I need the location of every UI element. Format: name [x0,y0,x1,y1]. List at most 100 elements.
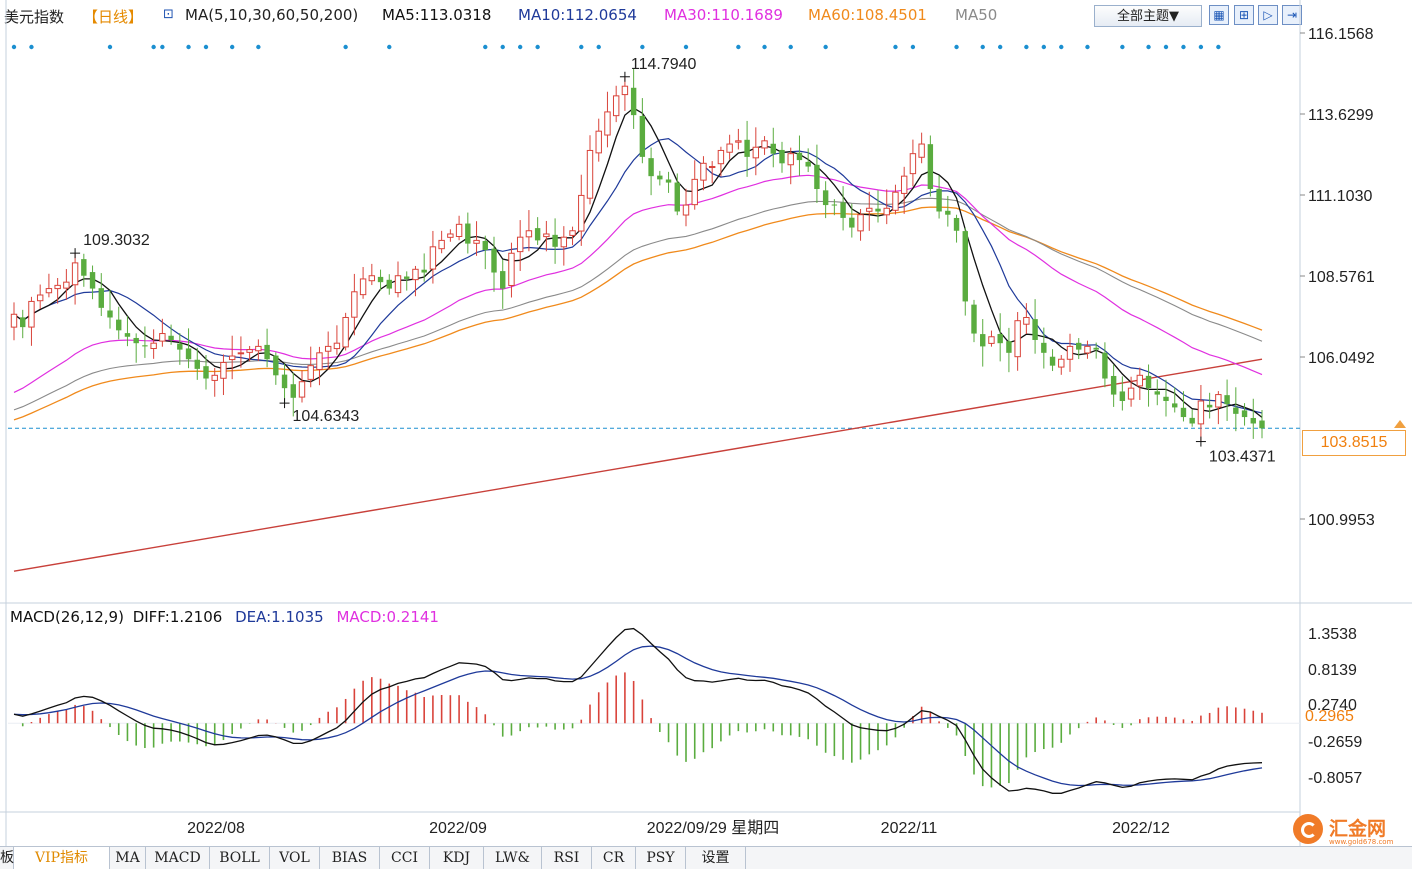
candle-up [45,288,53,294]
candle-down [796,152,803,161]
candle-up [560,236,568,248]
signal-dot [640,44,645,50]
annotation-low-2: 103.4371 [1209,449,1276,466]
theme-dropdown-button[interactable]: 全部主题▼ [1094,5,1202,27]
signal-dot [1163,44,1169,50]
candle-up [1127,387,1135,400]
candle-up [578,194,585,232]
tab-kdj[interactable]: KDJ [430,847,484,869]
tab-bias[interactable]: BIAS [320,847,380,869]
candle-up [150,342,157,350]
candle-up [761,140,768,149]
tab-settings[interactable]: 设置 [686,847,746,869]
candle-up [787,153,794,166]
instrument-name: 美元指数 [4,8,65,26]
candle-up [63,281,70,289]
candle-down [1233,407,1239,414]
candle-down [875,208,881,212]
tab-ma[interactable]: MA [110,847,146,869]
candle-down [386,279,392,289]
logo-icon [1293,814,1323,844]
signal-dot [1198,44,1204,50]
candle-up [866,207,873,212]
candle-up [10,313,18,328]
candle-up [569,230,576,236]
tab-0[interactable]: 板 [0,847,14,869]
candle-up [429,246,437,270]
ma60-value: MA60:108.4501 [808,6,927,24]
tab-cr[interactable]: CR [592,847,636,869]
price-axis-label: 116.1568 [1308,26,1374,43]
candle-down [1224,395,1230,405]
signal-dot [997,44,1003,50]
tab-vol[interactable]: VOL [270,847,320,869]
price-axis-label: 108.5761 [1308,269,1375,286]
candle-up [1058,358,1065,368]
candle-down [1250,417,1256,424]
grid-layout-icon[interactable]: ▦ [1209,5,1229,25]
signal-dot [160,44,165,50]
signal-dot [596,44,601,50]
candle-up [228,355,236,361]
candle-down [1145,375,1152,389]
tab-cci[interactable]: CCI [380,847,430,869]
candle-down [273,355,279,376]
ma-settings-icon[interactable]: ⊡ [163,7,174,22]
candle-up [36,294,44,302]
candle-up [857,214,864,232]
chart-header: 美元指数 【日线】 ⊡ MA(5,10,30,60,50,200) MA5:11… [0,0,1412,32]
candle-up [1066,345,1074,360]
candle-down [962,231,968,302]
signal-dot [954,44,959,50]
moving-average-lines [13,107,1263,421]
candle-up [28,300,35,328]
candle-down [185,348,192,360]
candle-down [404,276,410,279]
price-axis-label: 100.9953 [1308,512,1375,529]
candle-up [516,236,524,253]
candle-up [316,352,323,370]
candle-down [674,182,680,212]
gold678-logo: 汇金网 www.gold678.com [1293,812,1405,846]
macd-axis-label: 0.2740 [1308,697,1357,714]
candle-down [107,310,113,318]
candle-up [298,381,306,398]
candle-up [333,342,341,350]
price-marker-icon [1394,420,1406,428]
signal-dot [343,44,348,50]
macd-axis-label: -0.8057 [1308,770,1362,787]
candle-down [116,319,122,331]
candle-down [290,384,296,398]
candle-down [1259,420,1265,429]
tab-vip[interactable]: VIP指标 [14,847,110,869]
signal-dot [229,44,235,50]
signal-dot [186,44,191,50]
candle-down [89,272,96,289]
candle-up [883,207,890,216]
candle-down [980,334,986,347]
candlestick-chart[interactable]: 116.1568 113.6299 111.1030 108.5761 106.0492… [0,0,1412,846]
candle-down [805,161,811,167]
chart-style-icon[interactable]: ⊞ [1234,5,1254,25]
candle-up [525,230,533,238]
step-forward-icon[interactable]: ▷ [1258,5,1278,25]
signal-dot [151,44,156,50]
candle-down [168,335,174,340]
ma50-value: MA50 [955,6,998,24]
tab-macd[interactable]: MACD [146,847,210,869]
tab-psy[interactable]: PSY [636,847,686,869]
tab-boll[interactable]: BOLL [210,847,270,869]
signal-dot [256,44,261,50]
period-selector[interactable]: 【日线】 [83,8,144,26]
candle-down [849,217,855,228]
jump-end-icon[interactable]: ⇥ [1282,5,1302,25]
candle-down [124,333,131,337]
tab-lw[interactable]: LW& [484,847,542,869]
candle-down [744,139,750,157]
macd-panel [8,627,1300,794]
candle-down [81,259,87,276]
candle-down [491,248,497,273]
candle-up [237,352,245,355]
candle-up [918,143,925,158]
tab-rsi[interactable]: RSI [542,847,592,869]
